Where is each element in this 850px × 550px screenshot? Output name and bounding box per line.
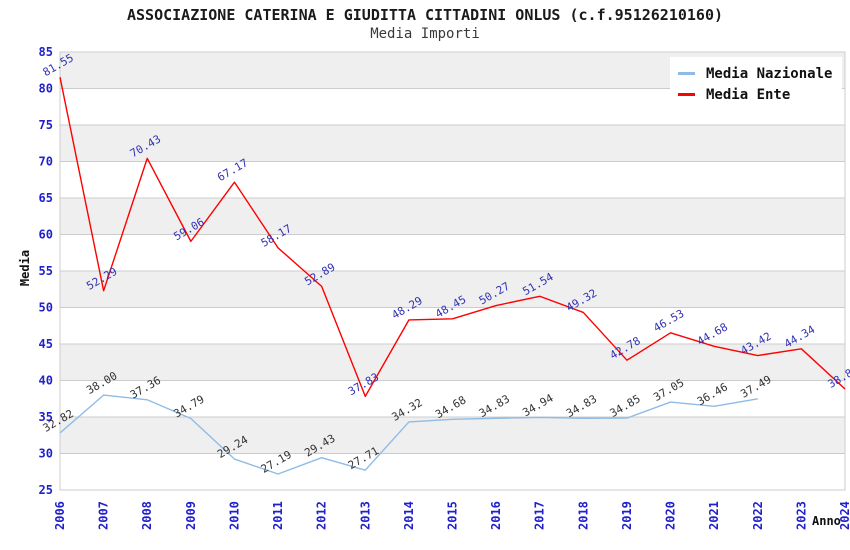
x-tick-label: 2011 xyxy=(271,501,285,530)
x-tick-label: 2014 xyxy=(402,501,416,530)
x-tick-label: 2015 xyxy=(446,501,460,530)
x-tick-label: 2018 xyxy=(576,501,590,530)
x-tick-label: 2009 xyxy=(184,501,198,530)
grid-band xyxy=(60,307,845,344)
x-tick-label: 2022 xyxy=(751,501,765,530)
x-tick-label: 2019 xyxy=(620,501,634,530)
y-tick-label: 50 xyxy=(39,301,53,315)
grid-band xyxy=(60,417,845,454)
x-tick-label: 2017 xyxy=(533,501,547,530)
y-tick-label: 25 xyxy=(39,483,53,497)
y-tick-label: 55 xyxy=(39,264,53,278)
media-ente-line-swatch xyxy=(678,93,695,96)
y-tick-label: 30 xyxy=(39,447,53,461)
chart-subtitle: Media Importi xyxy=(370,26,480,42)
legend-label-media-ente: Media Ente xyxy=(706,86,791,103)
grid-band xyxy=(60,380,845,417)
x-tick-label: 2013 xyxy=(358,501,372,530)
x-axis-title: Anno xyxy=(812,514,841,528)
media-nazionale-line xyxy=(59,394,758,475)
x-tick-label: 2007 xyxy=(97,501,111,530)
chart-title: ASSOCIAZIONE CATERINA E GIUDITTA CITTADI… xyxy=(126,6,724,24)
x-tick-label: 2012 xyxy=(315,501,329,530)
y-tick-label: 80 xyxy=(39,82,53,96)
y-tick-label: 60 xyxy=(39,228,53,242)
grid-band xyxy=(60,125,845,162)
x-tick-label: 2008 xyxy=(140,501,154,530)
legend: Media Nazionale Media Ente xyxy=(670,57,843,111)
y-tick-label: 65 xyxy=(39,191,53,205)
y-axis-title: Media xyxy=(18,249,32,287)
y-tick-label: 40 xyxy=(39,374,53,388)
plot-border xyxy=(59,51,846,491)
grid-band xyxy=(60,453,845,490)
x-tick-label: 2006 xyxy=(53,501,67,530)
y-tick-label: 45 xyxy=(39,337,53,351)
y-tick-label: 35 xyxy=(39,410,53,424)
grid-band xyxy=(60,198,845,235)
media-nazionale-line-swatch xyxy=(678,72,695,75)
legend-item-media-ente: Media Ente xyxy=(678,84,832,105)
x-tick-label: 2020 xyxy=(664,501,678,530)
y-tick-label: 75 xyxy=(39,118,53,132)
grid-band xyxy=(60,161,845,198)
x-tick-label: 2010 xyxy=(227,501,241,530)
x-tick-label: 2023 xyxy=(794,501,808,530)
grid-band xyxy=(60,271,845,308)
legend-item-media-nazionale: Media Nazionale xyxy=(678,63,832,84)
x-tick-label: 2016 xyxy=(489,501,503,530)
y-tick-label: 85 xyxy=(39,45,53,59)
grid-band xyxy=(60,344,845,381)
x-tick-label: 2021 xyxy=(707,501,721,530)
media-ente-line xyxy=(59,77,846,398)
legend-label-media-nazionale: Media Nazionale xyxy=(706,65,833,82)
x-tick-label: 2024 xyxy=(838,501,850,530)
y-tick-label: 70 xyxy=(39,155,53,169)
